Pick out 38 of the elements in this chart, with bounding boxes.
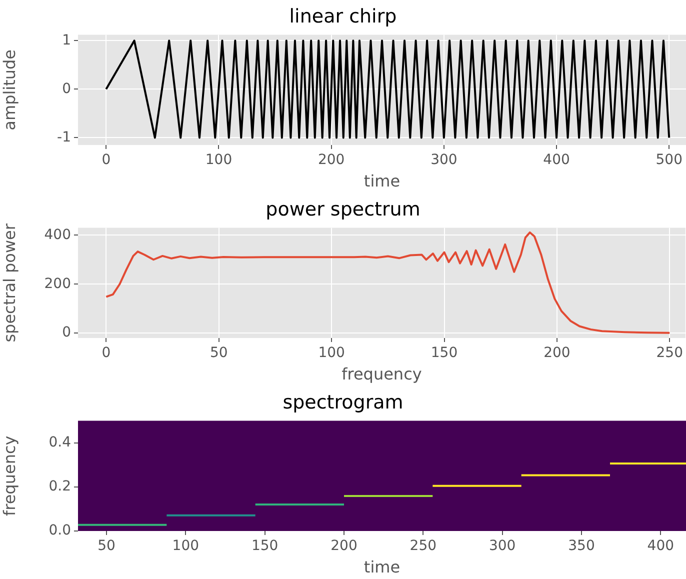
chart-title: spectrogram bbox=[282, 391, 404, 414]
y-tick-label: 0 bbox=[62, 80, 71, 97]
x-tick-label: 100 bbox=[172, 538, 200, 554]
y-tick-label: 0.2 bbox=[48, 478, 71, 495]
x-tick-label: 0 bbox=[102, 345, 111, 362]
y-axis-title: frequency bbox=[0, 436, 19, 516]
x-axis-title: frequency bbox=[342, 364, 422, 384]
x-axis-title: time bbox=[364, 558, 400, 577]
chart-title: linear chirp bbox=[289, 5, 397, 28]
y-tick-label: 0.4 bbox=[48, 434, 72, 450]
x-tick-label: 0 bbox=[102, 152, 111, 168]
y-tick-label: 1 bbox=[62, 32, 71, 48]
x-tick-label: 200 bbox=[544, 345, 570, 362]
x-tick-label: 400 bbox=[647, 538, 674, 554]
x-tick-label: 250 bbox=[656, 345, 684, 362]
x-tick-label: 100 bbox=[318, 345, 345, 362]
y-axis-title: amplitude bbox=[0, 49, 19, 130]
x-tick-label: 100 bbox=[205, 152, 232, 168]
x-tick-label: 350 bbox=[568, 538, 595, 554]
y-tick-label: 400 bbox=[44, 226, 71, 243]
y-tick-label: 0 bbox=[62, 324, 71, 341]
x-tick-label: 300 bbox=[488, 538, 516, 554]
y-tick-label: 200 bbox=[44, 276, 71, 292]
chart-title: power spectrum bbox=[266, 198, 420, 220]
y-tick-label: 0.0 bbox=[48, 522, 71, 539]
x-tick-label: 50 bbox=[210, 345, 228, 362]
x-tick-label: 250 bbox=[410, 538, 437, 554]
y-axis-title: spectral power bbox=[0, 223, 19, 342]
x-tick-label: 200 bbox=[330, 538, 358, 554]
x-tick-label: 50 bbox=[98, 538, 116, 554]
x-tick-label: 500 bbox=[656, 152, 682, 168]
x-tick-label: 150 bbox=[430, 345, 458, 362]
x-tick-label: 300 bbox=[430, 152, 458, 168]
x-tick-label: 400 bbox=[543, 152, 570, 168]
y-tick-label: -1 bbox=[57, 129, 71, 146]
x-axis-title: time bbox=[364, 172, 400, 191]
x-tick-label: 150 bbox=[251, 538, 278, 554]
x-tick-label: 200 bbox=[318, 152, 345, 168]
